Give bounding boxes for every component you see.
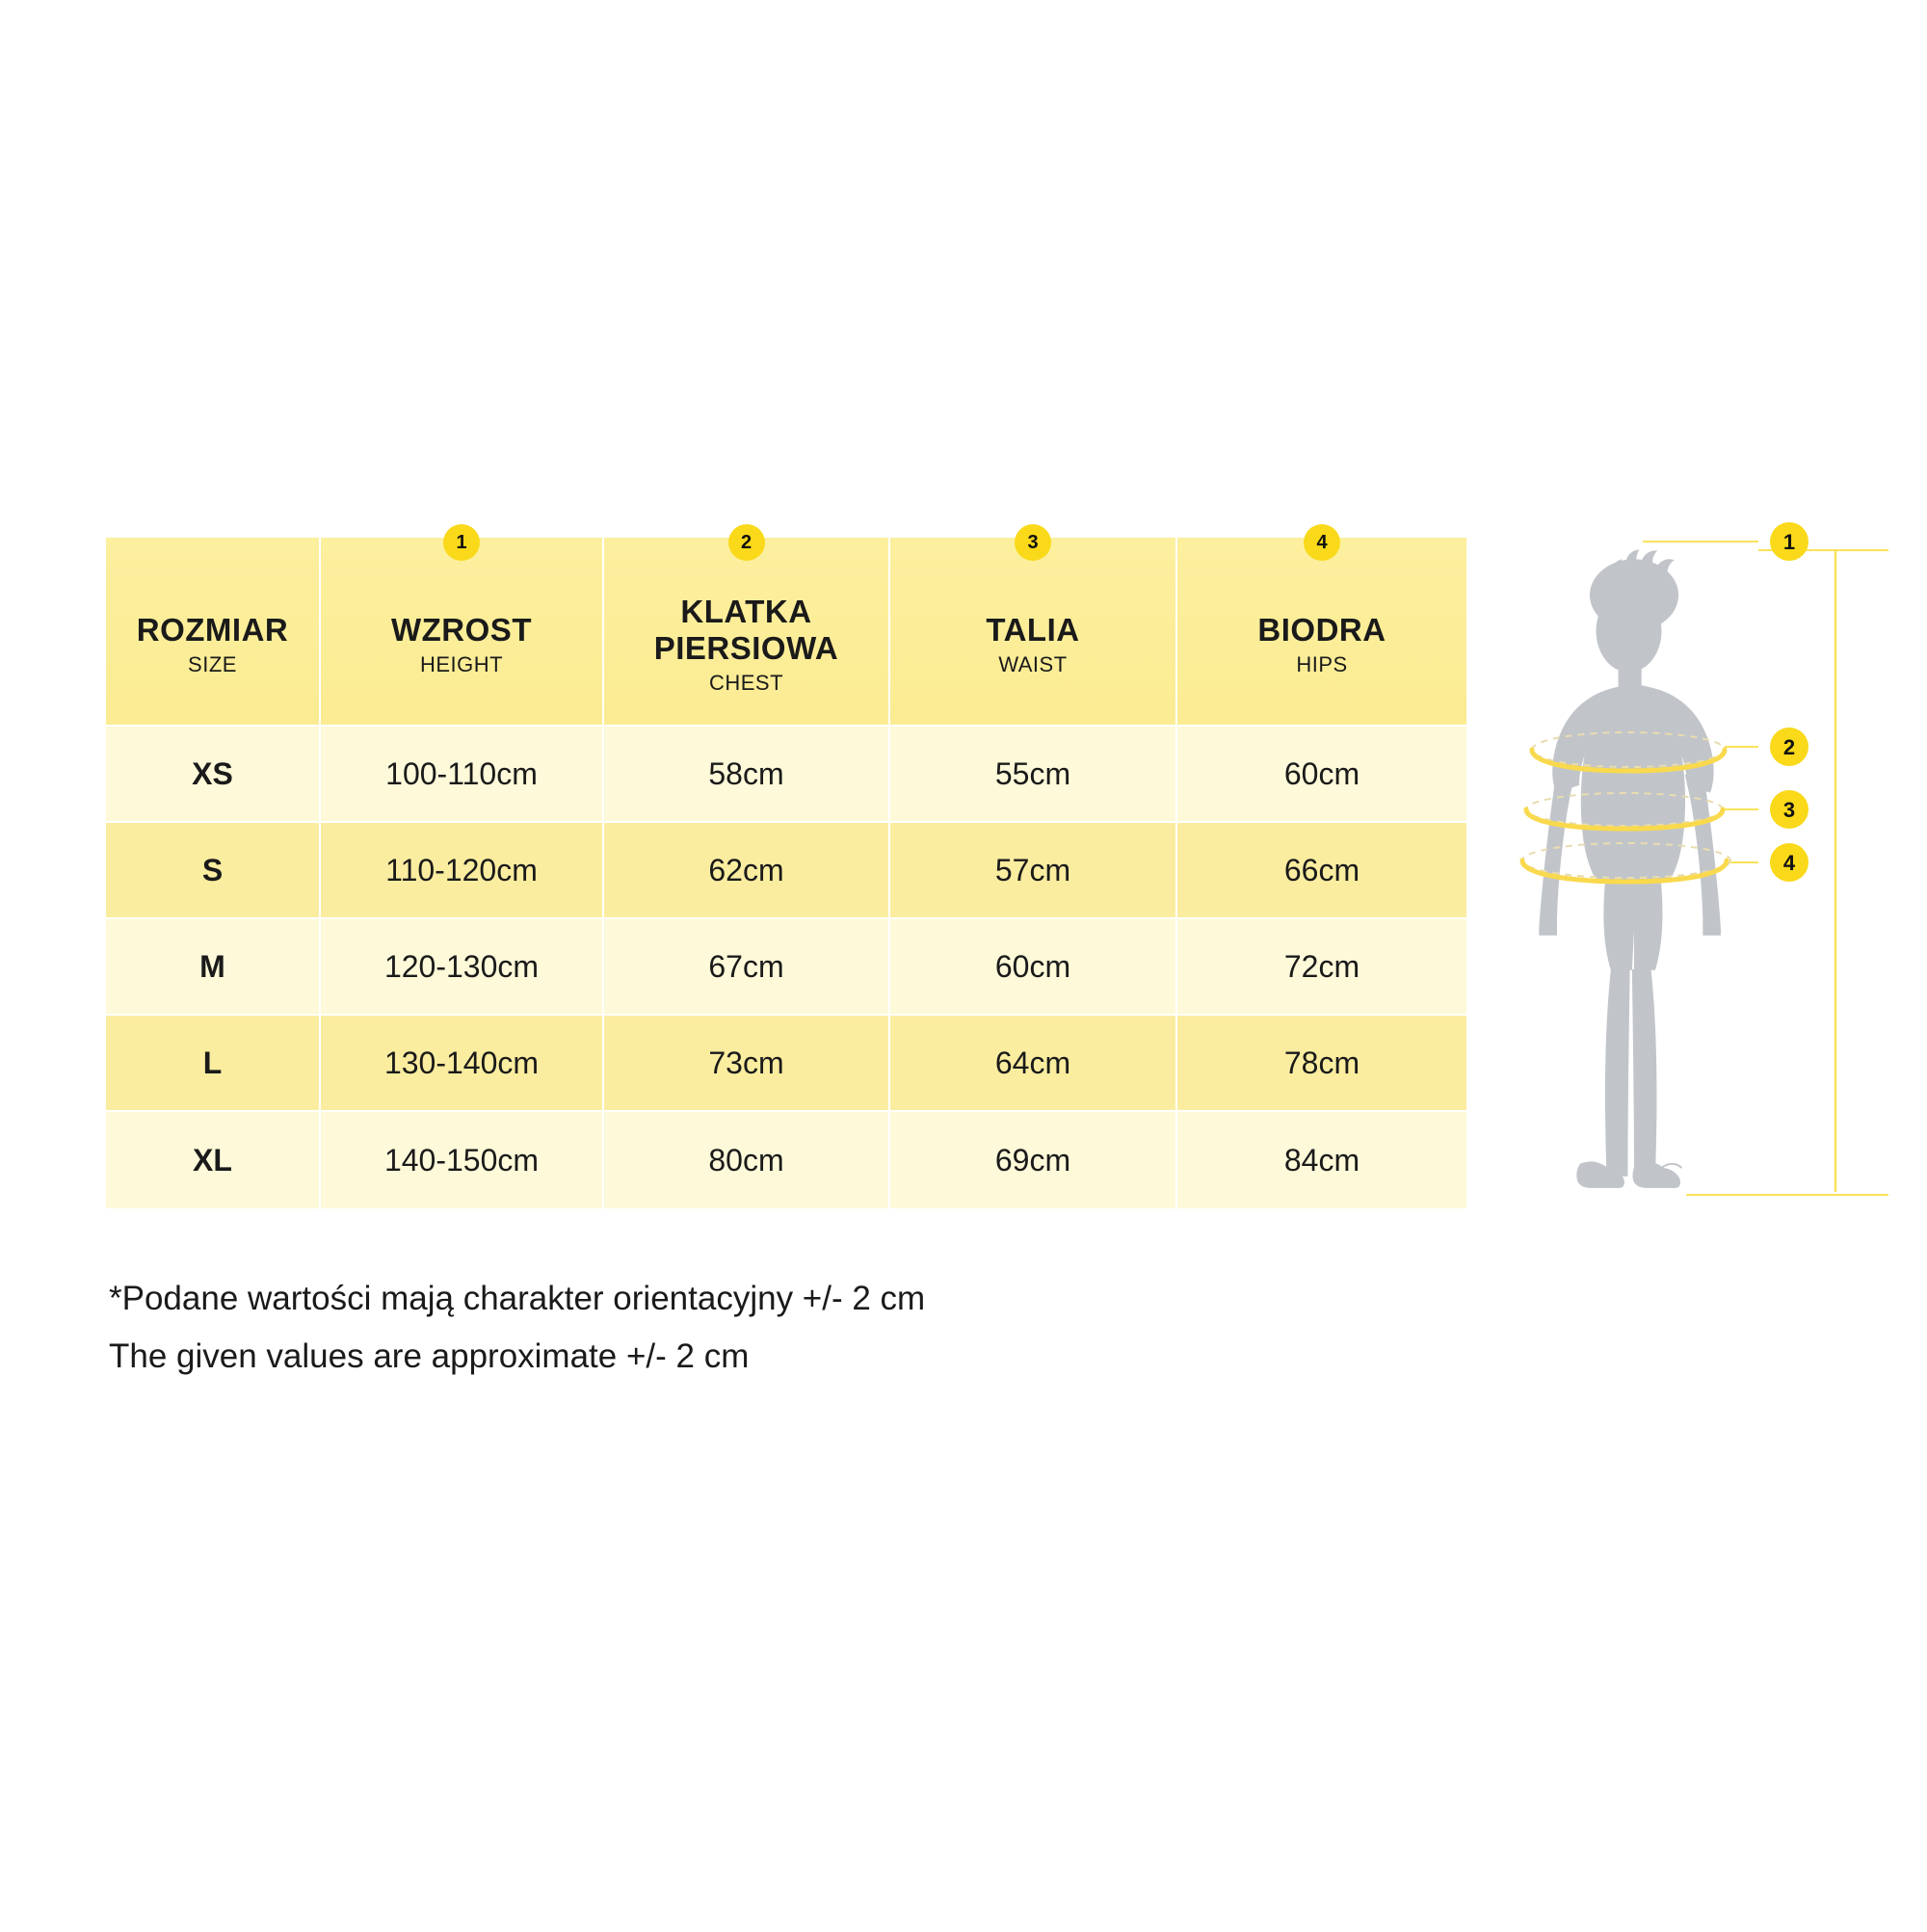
svg-text:3: 3 <box>1783 798 1795 822</box>
svg-text:2: 2 <box>1783 735 1795 759</box>
svg-text:1: 1 <box>1783 530 1795 554</box>
svg-text:4: 4 <box>1783 851 1796 875</box>
